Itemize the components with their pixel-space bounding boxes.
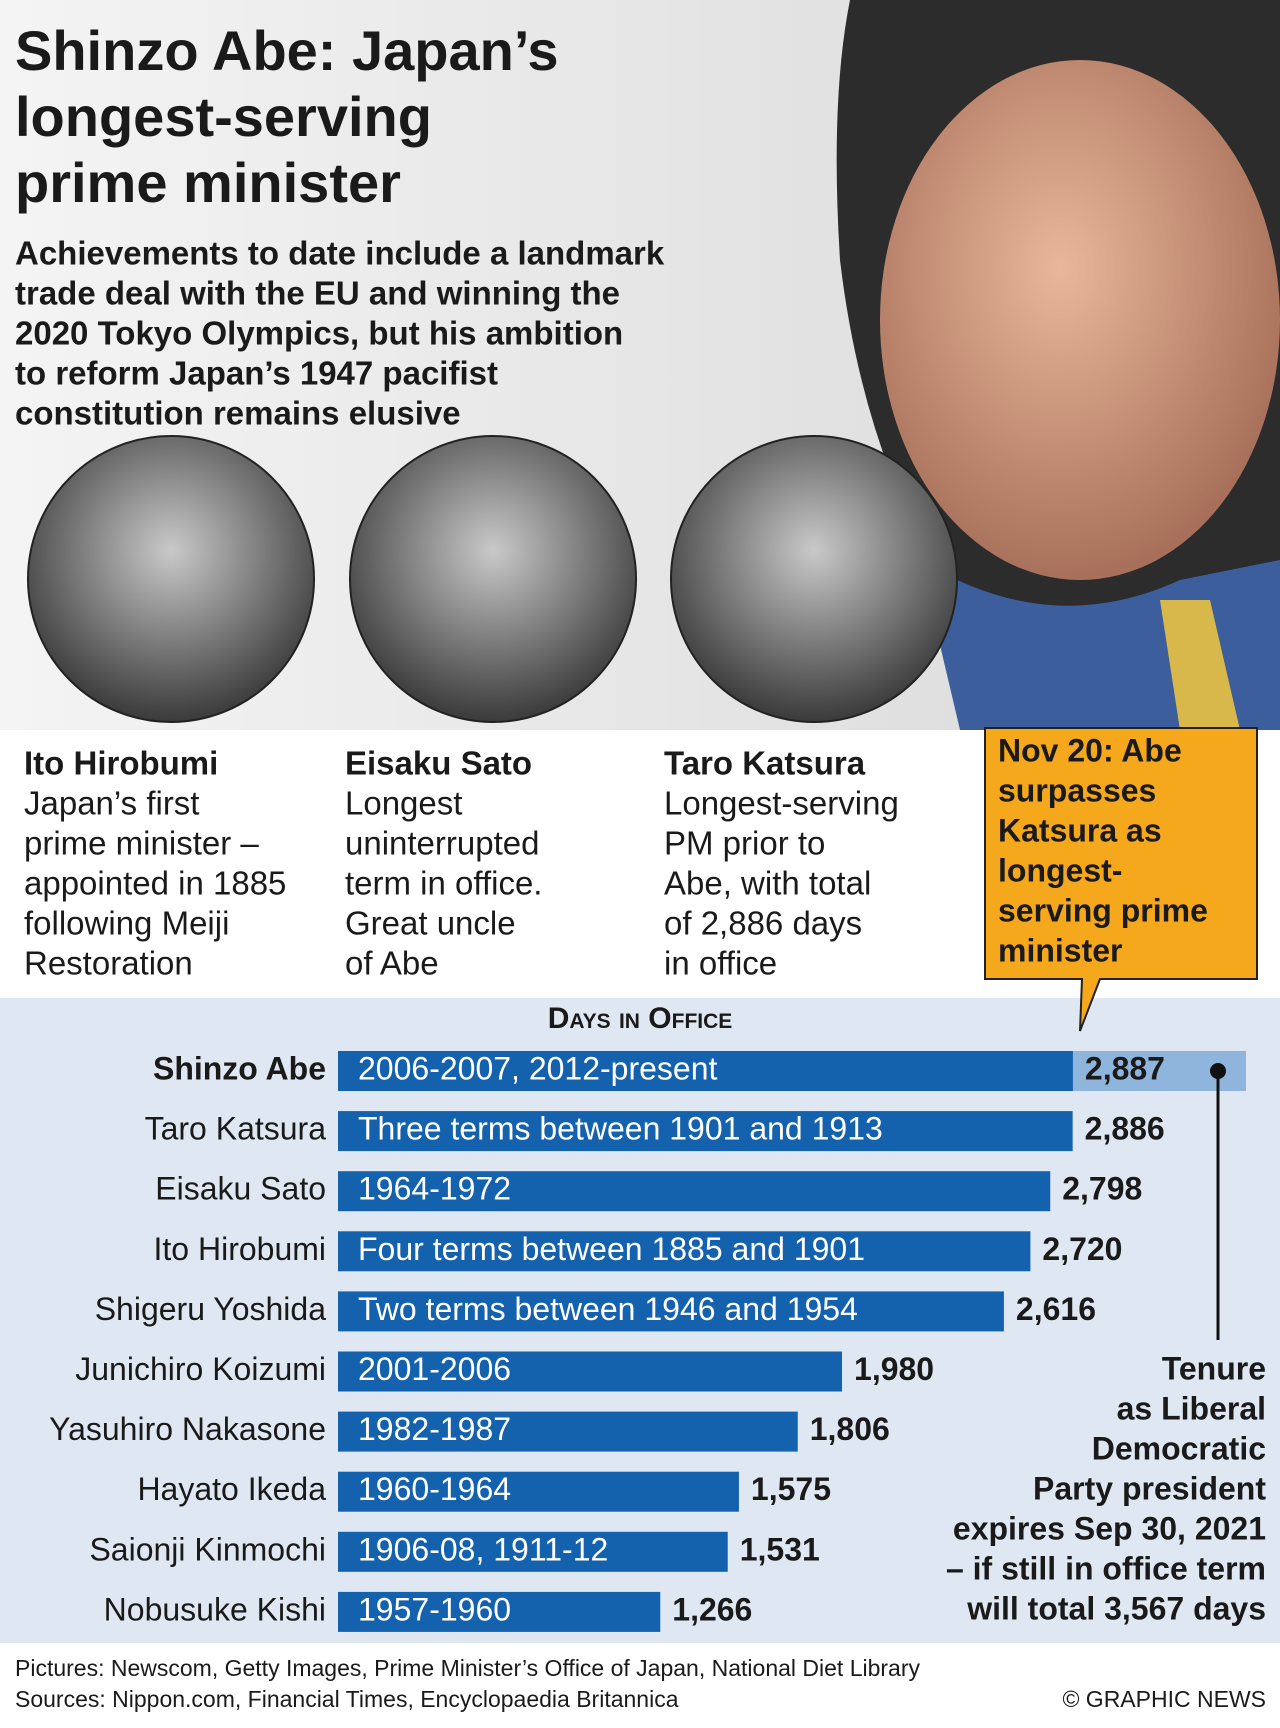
annotation-line-text: – if still in office term (946, 1550, 1266, 1586)
profile-line: Abe, with total (664, 865, 871, 902)
bar-text: 1964-1972 (358, 1171, 511, 1207)
value-label: 1,806 (810, 1411, 890, 1447)
callout-line: serving prime (998, 892, 1208, 928)
value-label: 1,266 (672, 1591, 752, 1627)
bar-text: 1960-1964 (358, 1471, 511, 1507)
category-label: Eisaku Sato (155, 1171, 326, 1207)
subtitle-line: Achievements to date include a landmark (15, 235, 665, 272)
bar-text: Four terms between 1885 and 1901 (358, 1231, 865, 1267)
value-label: 1,531 (740, 1531, 820, 1567)
subtitle-line: constitution remains elusive (15, 395, 461, 432)
profile-name: Eisaku Sato (345, 745, 532, 782)
subtitle-line: trade deal with the EU and winning the (15, 275, 620, 312)
callout-box (984, 727, 1258, 1032)
bar (338, 1051, 1073, 1091)
bar-text: Three terms between 1901 and 1913 (358, 1111, 883, 1147)
profile-name: Taro Katsura (664, 745, 866, 782)
value-label: 2,886 (1085, 1111, 1165, 1147)
callout-line: minister (998, 932, 1122, 968)
title-line: longest-serving (15, 85, 432, 148)
profile-line: in office (664, 945, 777, 982)
bar-text: 2001-2006 (358, 1351, 511, 1387)
annotation-line-text: Democratic (1092, 1430, 1266, 1466)
profile-line: following Meiji (24, 905, 229, 942)
title-line: Shinzo Abe: Japan’s (15, 19, 558, 82)
value-label: 2,798 (1062, 1171, 1142, 1207)
profile-line: prime minister – (24, 825, 259, 862)
category-label: Junichiro Koizumi (75, 1351, 326, 1387)
value-label: 1,980 (854, 1351, 934, 1387)
annotation-line-text: will total 3,567 days (966, 1590, 1266, 1626)
profile-line: appointed in 1885 (24, 865, 286, 902)
bar (338, 1351, 843, 1392)
chart-title: Days in Office (548, 1002, 733, 1035)
profile-line: PM prior to (664, 825, 825, 862)
callout-line: Katsura as (998, 812, 1162, 848)
subtitle-line: 2020 Tokyo Olympics, but his ambition (15, 315, 623, 352)
profile-line: Longest (345, 785, 462, 822)
profile-line: Japan’s first (24, 785, 199, 822)
bar (338, 1171, 1051, 1212)
ito-photo (27, 435, 315, 723)
bar-text: 2006-2007, 2012-present (358, 1050, 718, 1086)
katsura-photo (670, 435, 958, 723)
value-label: 2,720 (1042, 1231, 1122, 1267)
abe-photo (836, 0, 1280, 730)
profile-line: uninterrupted (345, 825, 539, 862)
bar (338, 1411, 798, 1452)
title-line: prime minister (15, 151, 401, 214)
category-label: Yasuhiro Nakasone (49, 1411, 326, 1447)
profile-line: of Abe (345, 945, 439, 982)
footer-sources: Sources: Nippon.com, Financial Times, En… (15, 1686, 679, 1712)
category-label: Saionji Kinmochi (89, 1531, 326, 1567)
sato-photo (349, 435, 637, 723)
category-label: Ito Hirobumi (154, 1231, 327, 1267)
footer-background (0, 1643, 1280, 1728)
value-label: 1,575 (751, 1471, 831, 1507)
bar-text: 1982-1987 (358, 1411, 511, 1447)
profile-line: Great uncle (345, 905, 516, 942)
bar-text: 1906-08, 1911-12 (358, 1531, 608, 1567)
annotation-line-text: Party president (1033, 1470, 1266, 1506)
value-label: 2,616 (1016, 1291, 1096, 1327)
profile-line: term in office. (345, 865, 542, 902)
callout-line: surpasses (998, 772, 1156, 808)
annotation-line-text: as Liberal (1117, 1390, 1266, 1426)
annotation-line-text: Tenure (1162, 1350, 1266, 1386)
category-label: Shigeru Yoshida (95, 1291, 327, 1327)
subtitle-line: to reform Japan’s 1947 pacifist (15, 355, 498, 392)
category-label: Shinzo Abe (153, 1050, 326, 1086)
bar-text: 1957-1960 (358, 1591, 511, 1627)
value-label: 2,887 (1085, 1050, 1165, 1086)
profile-line: Longest-serving (664, 785, 899, 822)
bar (338, 1111, 1073, 1152)
footer-credit: © GRAPHIC NEWS (1062, 1686, 1266, 1712)
callout-line: Nov 20: Abe (998, 732, 1182, 768)
bar (338, 1231, 1031, 1272)
category-label: Taro Katsura (145, 1111, 327, 1147)
bar (338, 1531, 728, 1572)
footer-pictures: Pictures: Newscom, Getty Images, Prime M… (15, 1655, 920, 1681)
profile-line: Restoration (24, 945, 193, 982)
annotation-line-text: expires Sep 30, 2021 (953, 1510, 1266, 1546)
bar-text: Two terms between 1946 and 1954 (358, 1291, 858, 1327)
bar (338, 1291, 1004, 1332)
bar (338, 1471, 739, 1512)
profile-line: of 2,886 days (664, 905, 862, 942)
callout-line: longest- (998, 852, 1122, 888)
profile-name: Ito Hirobumi (24, 745, 218, 782)
category-label: Nobusuke Kishi (104, 1591, 326, 1627)
category-label: Hayato Ikeda (137, 1471, 326, 1507)
bar (338, 1591, 661, 1632)
